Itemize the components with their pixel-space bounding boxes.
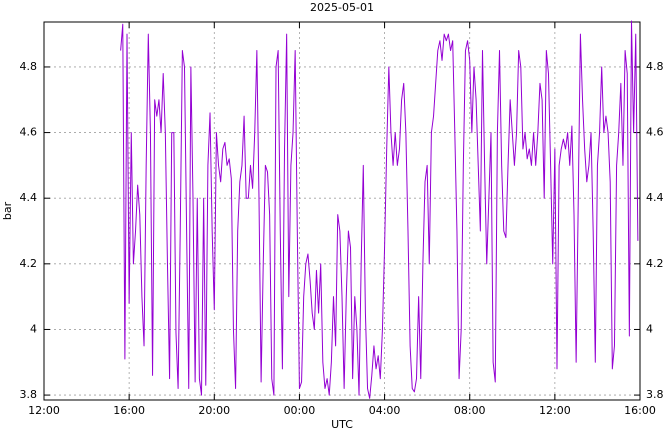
x-tick-label: 12:00 — [539, 404, 571, 417]
data-line — [120, 20, 639, 399]
y2-tick-label: 4 — [646, 322, 653, 335]
y-tick-label: 4 — [30, 322, 37, 335]
y-tick-label: 4.2 — [20, 257, 38, 270]
x-tick-label: 20:00 — [198, 404, 230, 417]
x-tick-label: 16:00 — [113, 404, 145, 417]
y-tick-label: 4.6 — [20, 126, 38, 139]
x-axis-label: UTC — [331, 418, 353, 431]
y2-tick-label: 4.8 — [646, 60, 664, 73]
x-tick-label: 04:00 — [369, 404, 401, 417]
x-tick-label: 16:00 — [624, 404, 656, 417]
y2-tick-label: 4.4 — [646, 191, 664, 204]
y-tick-label: 3.8 — [20, 388, 38, 401]
y2-tick-label: 4.2 — [646, 257, 664, 270]
plot-border — [43, 21, 641, 401]
x-tick-label: 12:00 — [28, 404, 60, 417]
chart-title: 2025-05-01 — [310, 1, 374, 14]
y-tick-label: 4.8 — [20, 60, 38, 73]
y-tick-label: 4.4 — [20, 191, 38, 204]
x-tick-label: 08:00 — [454, 404, 486, 417]
y2-tick-label: 4.6 — [646, 126, 664, 139]
x-tick-label: 00:00 — [284, 404, 316, 417]
y2-tick-label: 3.8 — [646, 388, 664, 401]
y-axis-label: bar — [1, 201, 14, 220]
